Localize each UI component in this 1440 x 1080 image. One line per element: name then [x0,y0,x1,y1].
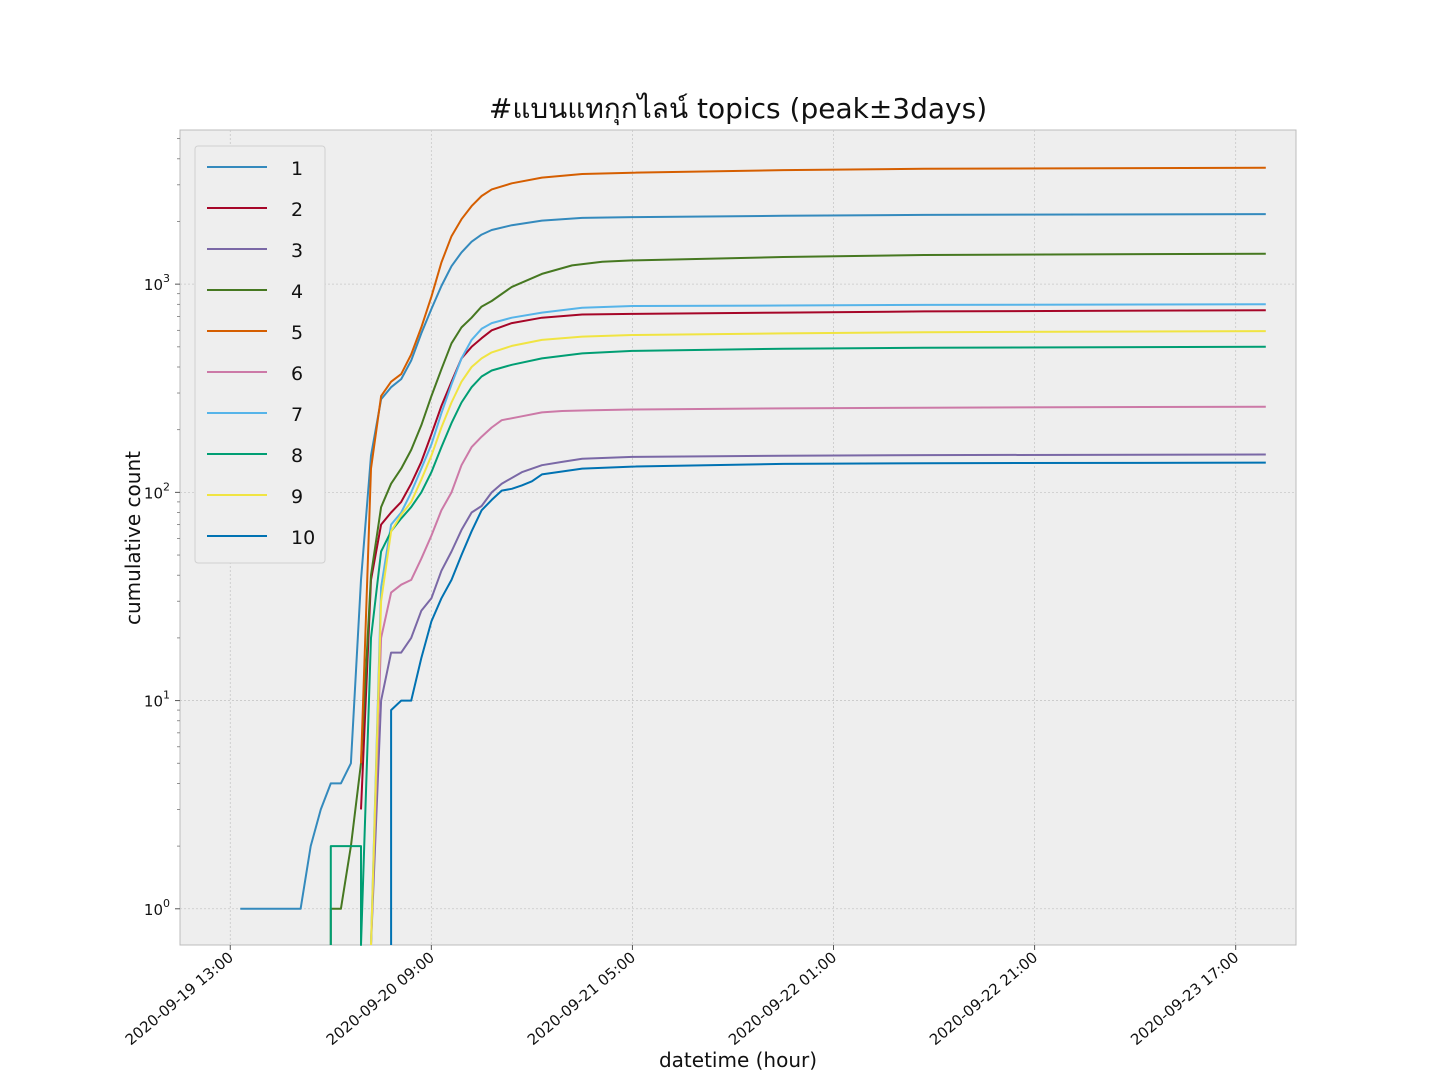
y-tick-exponent: 1 [163,689,170,702]
y-tick-exponent: 3 [163,272,170,285]
legend-label: 1 [291,158,303,180]
x-tick-label: 2020-09-23 17:00 [1127,948,1242,1049]
legend-label: 6 [291,363,303,385]
y-tick-label: 102 [144,480,170,502]
x-tick-label: 2020-09-22 21:00 [926,948,1041,1049]
legend-label: 10 [291,527,315,549]
chart-title: #แบนแทกุกไลน์ topics (peak±3days) [489,92,987,126]
plot-area [179,129,1297,946]
y-tick-exponent: 2 [163,480,170,493]
legend-label: 4 [291,281,303,303]
y-tick-label: 101 [144,689,170,711]
x-tick-label: 2020-09-20 09:00 [323,948,438,1049]
y-axis-label: cumulative count [121,451,145,625]
legend-label: 9 [291,486,303,508]
series-line-1 [240,213,1266,910]
legend-box [194,145,326,564]
legend-label: 2 [291,199,303,221]
series-line-8 [329,345,1266,946]
y-tick-label: 103 [144,272,170,294]
x-tick-label: 2020-09-19 13:00 [122,948,237,1049]
legend-label: 8 [291,445,303,467]
legend-label: 5 [291,322,303,344]
x-tick-label: 2020-09-22 01:00 [725,948,840,1049]
series-line-7 [370,303,1266,946]
x-tick-label: 2020-09-21 05:00 [524,948,639,1049]
y-tick-base: 10 [144,276,163,294]
series-line-6 [370,405,1266,946]
legend-label: 7 [291,404,303,426]
series-line-5 [360,166,1266,764]
y-tick-base: 10 [144,693,163,711]
y-tick-exponent: 0 [163,897,170,910]
y-tick-base: 10 [144,901,163,919]
x-axis-ticks: 2020-09-19 13:00 2020-09-20 09:00 2020-09-… [122,945,1242,1049]
x-axis-label: datetime (hour) [659,1048,817,1072]
series-line-9 [370,330,1266,946]
legend: 1 2 3 4 5 6 7 8 9 10 [194,145,326,564]
legend-label: 3 [291,240,303,262]
y-tick-base: 10 [144,484,163,502]
y-tick-label: 100 [144,897,170,919]
series-line-3 [370,453,1266,946]
series-line-10 [390,461,1266,945]
series-lines [240,166,1266,946]
